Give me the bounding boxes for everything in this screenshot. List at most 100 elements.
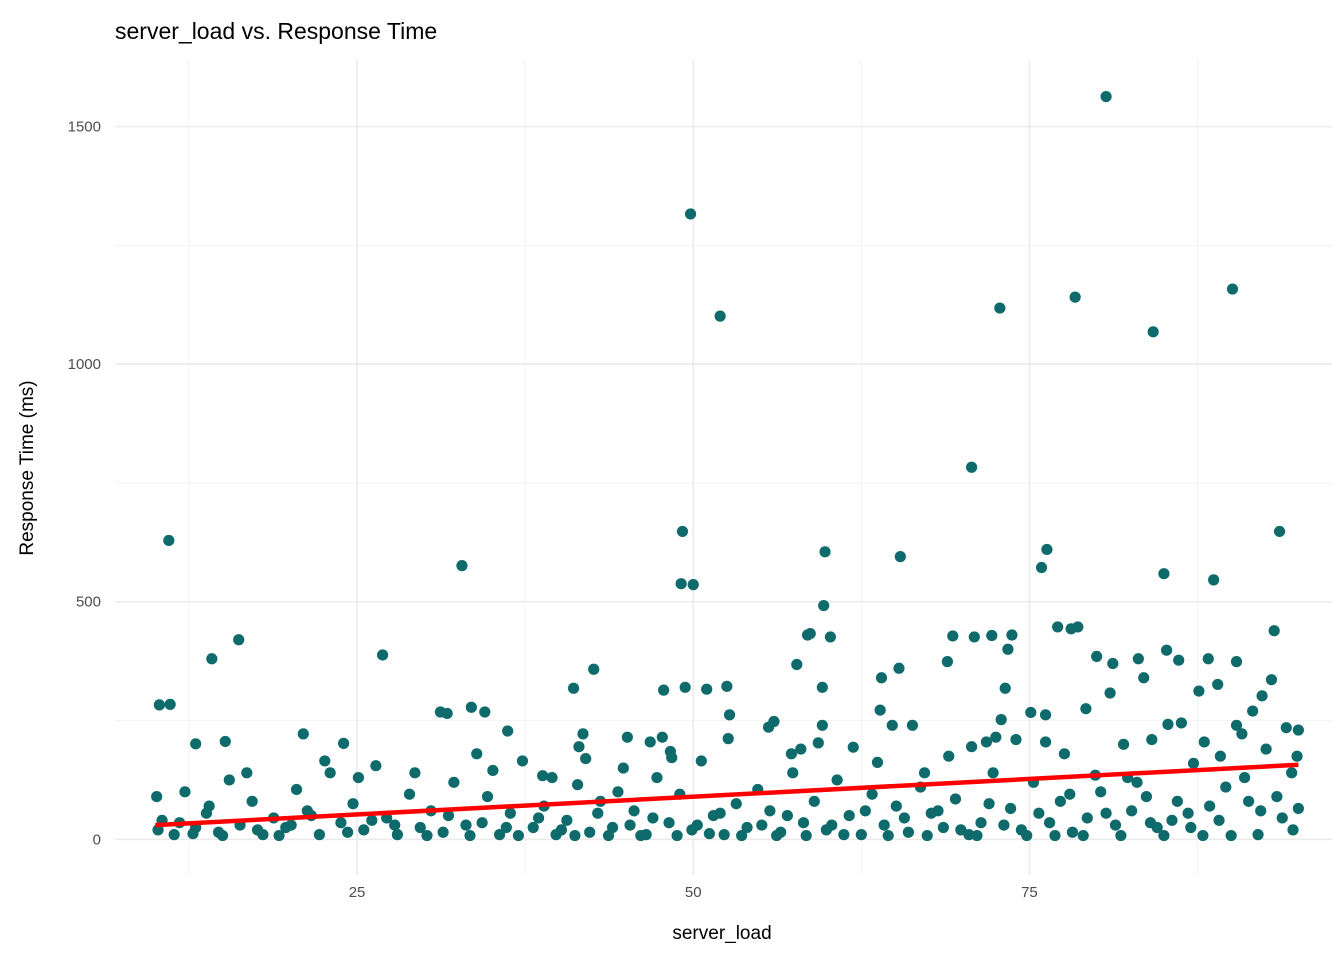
- data-point: [1025, 706, 1037, 719]
- y-tick-label: 500: [76, 594, 101, 611]
- data-point: [676, 525, 689, 538]
- data-point: [512, 829, 525, 842]
- data-point: [741, 821, 753, 834]
- data-point: [691, 819, 703, 831]
- data-point: [1033, 807, 1045, 819]
- x-tick-label: 75: [1021, 884, 1038, 901]
- data-point: [479, 706, 491, 718]
- data-point: [894, 551, 906, 563]
- data-point: [1100, 807, 1112, 819]
- data-point: [437, 826, 449, 838]
- data-point: [1292, 724, 1304, 736]
- data-point: [795, 743, 807, 755]
- data-point: [164, 698, 176, 710]
- data-point: [1039, 736, 1052, 748]
- data-point: [569, 829, 581, 842]
- data-point: [537, 770, 549, 782]
- x-axis-title: server_load: [672, 923, 771, 944]
- data-point: [980, 736, 992, 748]
- data-point: [651, 771, 663, 784]
- data-point: [153, 699, 165, 711]
- data-point: [500, 821, 512, 834]
- data-point: [787, 767, 799, 779]
- data-point: [771, 829, 783, 842]
- data-point: [874, 704, 886, 716]
- data-point: [1140, 790, 1153, 803]
- data-point: [971, 829, 983, 842]
- data-point: [1100, 90, 1112, 103]
- data-point: [203, 800, 215, 812]
- data-point: [671, 829, 683, 842]
- data-point: [532, 812, 545, 824]
- data-point: [555, 824, 568, 836]
- data-point: [675, 578, 687, 590]
- data-point: [1171, 795, 1183, 807]
- data-point: [335, 817, 347, 829]
- data-point: [584, 826, 596, 838]
- data-point: [932, 805, 944, 817]
- data-point: [1058, 748, 1070, 760]
- data-point: [1132, 653, 1144, 665]
- data-point: [1054, 795, 1066, 807]
- data-point: [966, 461, 978, 473]
- data-point: [324, 767, 336, 779]
- data-point: [219, 735, 231, 748]
- data-point: [871, 756, 884, 768]
- data-point: [666, 752, 678, 764]
- data-point: [1091, 650, 1103, 662]
- data-point: [986, 629, 998, 642]
- data-point: [995, 714, 1007, 726]
- data-point: [1182, 807, 1194, 819]
- data-point: [906, 719, 919, 731]
- data-point: [902, 826, 915, 838]
- data-point: [1173, 654, 1185, 666]
- data-point: [859, 805, 871, 817]
- data-point: [1197, 829, 1209, 842]
- data-point: [621, 731, 633, 743]
- data-point: [481, 790, 494, 803]
- data-point: [1066, 826, 1079, 838]
- data-point: [471, 748, 483, 760]
- data-point: [1230, 719, 1243, 731]
- data-point: [151, 790, 163, 803]
- data-point: [1225, 829, 1237, 842]
- data-point: [918, 767, 931, 779]
- data-point: [730, 798, 742, 810]
- data-point: [831, 774, 843, 786]
- data-point: [943, 750, 955, 762]
- data-point: [791, 658, 803, 671]
- data-point: [722, 733, 734, 745]
- data-point: [1006, 629, 1018, 641]
- data-point: [866, 788, 878, 800]
- data-point: [756, 819, 768, 831]
- y-ticks: 0 500 1000 1500: [68, 119, 101, 849]
- data-point: [1238, 771, 1251, 784]
- data-point: [414, 821, 426, 834]
- data-point: [1213, 814, 1225, 826]
- data-point: [1065, 623, 1077, 635]
- data-point: [1260, 743, 1272, 755]
- data-point: [561, 814, 573, 826]
- data-point: [1041, 543, 1053, 556]
- data-point: [800, 829, 812, 842]
- data-point: [684, 208, 697, 220]
- data-point: [983, 798, 995, 810]
- data-point: [285, 819, 297, 831]
- data-point: [855, 829, 867, 841]
- data-point: [816, 681, 828, 693]
- data-point: [975, 817, 987, 829]
- data-point: [890, 800, 902, 812]
- data-point: [1162, 718, 1174, 730]
- data-point: [223, 774, 235, 786]
- data-point: [163, 534, 175, 547]
- data-point: [898, 812, 910, 824]
- data-point: [1286, 767, 1298, 779]
- data-point: [403, 788, 416, 800]
- x-ticks: 25 50 75: [349, 884, 1038, 901]
- data-point: [1052, 621, 1064, 633]
- data-point: [1080, 703, 1092, 715]
- data-point: [703, 828, 715, 840]
- data-point: [602, 829, 615, 842]
- data-point: [1021, 829, 1033, 842]
